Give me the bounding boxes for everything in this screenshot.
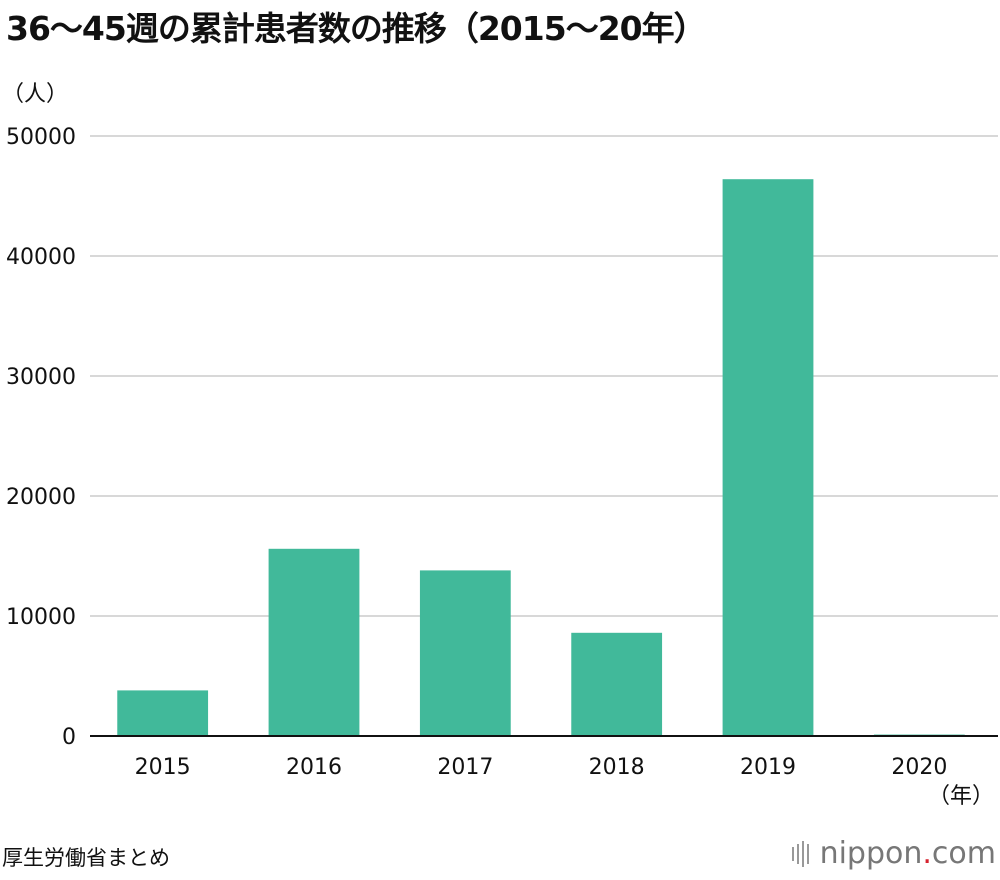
source-note: 厚生労働省まとめ (2, 846, 170, 870)
x-tick-label: 2016 (286, 755, 342, 780)
x-axis-unit-label: （年） (927, 784, 994, 809)
x-tick-label: 2017 (437, 755, 493, 780)
x-tick-label: 2015 (135, 755, 191, 780)
y-tick-label: 0 (62, 725, 76, 750)
bar (722, 179, 814, 736)
bar (117, 690, 209, 736)
brand-logo: nippon. com (791, 836, 996, 871)
y-tick-label: 30000 (6, 365, 76, 390)
y-tick-label: 10000 (6, 605, 76, 630)
x-tick-label: 2018 (589, 755, 645, 780)
y-tick-label: 20000 (6, 485, 76, 510)
y-axis-unit-label: （人） (2, 82, 69, 107)
y-tick-label: 40000 (6, 245, 76, 270)
chart-title: 36〜45週の累計患者数の推移（2015〜20年） (6, 9, 707, 48)
brand-name: nippon (819, 836, 923, 871)
brand-bars-icon (791, 840, 812, 867)
bar (419, 570, 511, 736)
bar (571, 632, 663, 736)
x-tick-label: 2020 (891, 755, 947, 780)
x-tick-label: 2019 (740, 755, 796, 780)
y-tick-label: 50000 (6, 125, 76, 150)
brand-dot: . (922, 836, 932, 871)
bar (268, 548, 360, 736)
brand-suffix: com (931, 836, 996, 871)
